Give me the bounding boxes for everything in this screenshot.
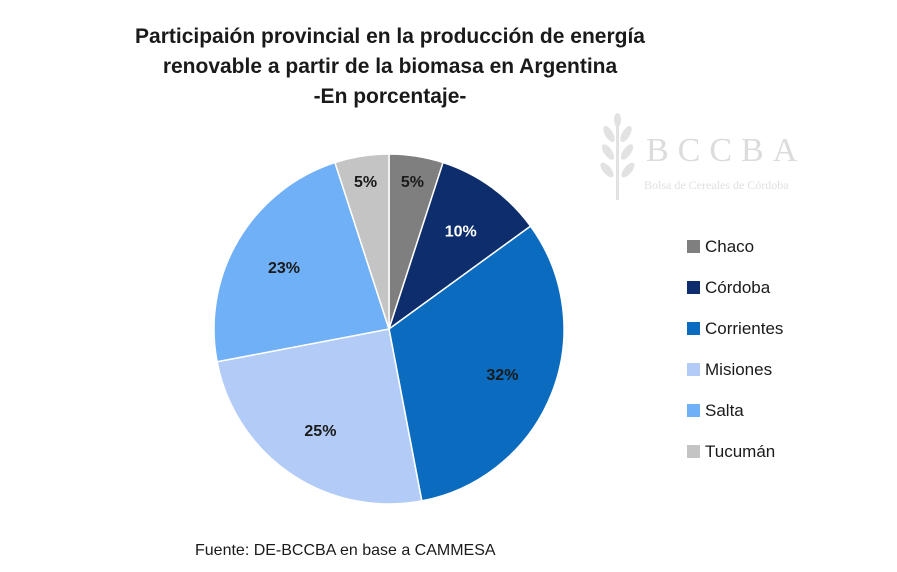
legend-label: Salta xyxy=(705,400,744,420)
data-label-salta: 23% xyxy=(268,260,300,277)
data-label-tucuman: 5% xyxy=(354,174,377,191)
legend-label: Misiones xyxy=(705,359,773,379)
legend-swatch xyxy=(687,322,700,335)
data-label-corrientes: 32% xyxy=(486,367,518,384)
legend-item-corrientes: Corrientes xyxy=(687,308,783,349)
pie-slice-tucuman xyxy=(333,153,390,330)
chart-title-line-1: Participaión provincial en la producción… xyxy=(135,25,645,48)
legend-label: Chaco xyxy=(705,236,755,256)
legend-item-cordoba: Córdoba xyxy=(687,267,783,308)
legend-item-chaco: Chaco xyxy=(687,226,783,267)
pie-slice-misiones xyxy=(216,328,423,505)
legend-swatch xyxy=(687,404,700,417)
legend-item-tucuman: Tucumán xyxy=(687,431,783,472)
legend-label: Corrientes xyxy=(705,318,784,338)
legend: Chaco Córdoba Corrientes Misiones Salta Tucum… xyxy=(687,226,783,472)
bccba-logo: BCCBA Bolsa de Cereales de Córdoba xyxy=(596,112,846,204)
data-label-misiones: 25% xyxy=(304,423,336,440)
chart-title: Participaión provincial en la producción… xyxy=(60,22,720,112)
legend-label: Tucumán xyxy=(705,441,776,461)
logo-subtitle: Bolsa de Cereales de Córdoba xyxy=(644,178,789,192)
logo-wordmark: BCCBA xyxy=(646,132,807,169)
data-label-cordoba: 10% xyxy=(445,223,477,240)
legend-item-misiones: Misiones xyxy=(687,349,783,390)
data-label-chaco: 5% xyxy=(401,174,424,191)
legend-swatch xyxy=(687,240,700,253)
chart-title-line-2: renovable a partir de la biomasa en Arge… xyxy=(162,55,618,78)
chart-title-line-3: -En porcentaje- xyxy=(313,85,467,108)
legend-swatch xyxy=(687,445,700,458)
legend-swatch xyxy=(687,363,700,376)
source-note: Fuente: DE-BCCBA en base a CAMMESA xyxy=(195,542,496,559)
pie-slice-corrientes xyxy=(388,225,565,502)
legend-item-salta: Salta xyxy=(687,390,783,431)
legend-label: Córdoba xyxy=(705,277,771,297)
pie-slice-cordoba xyxy=(387,161,532,331)
wheat-icon xyxy=(600,113,635,200)
pie-slice-salta xyxy=(213,161,390,363)
legend-swatch xyxy=(687,281,700,294)
